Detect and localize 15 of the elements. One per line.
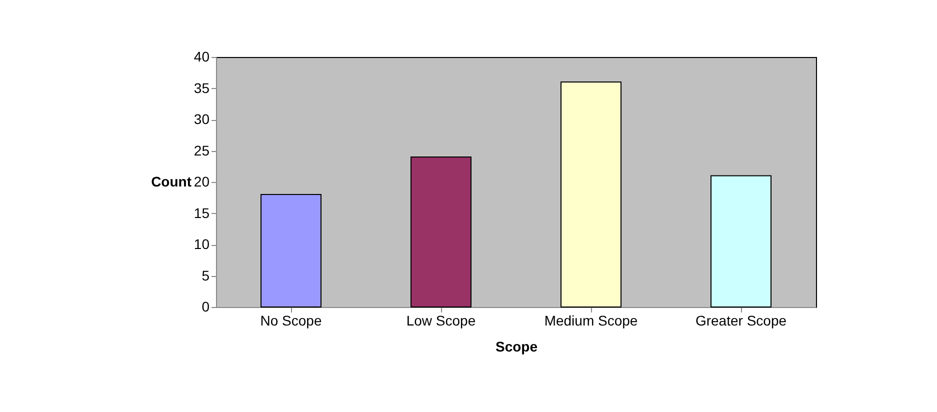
x-tick-label: Medium Scope bbox=[544, 312, 638, 328]
y-tick-label: 30 bbox=[194, 111, 210, 127]
y-axis-title: Count bbox=[151, 174, 192, 190]
y-tick-label: 5 bbox=[202, 267, 210, 284]
x-tick-label: No Scope bbox=[260, 312, 322, 328]
x-tick-label: Low Scope bbox=[406, 312, 476, 328]
y-tick-label: 10 bbox=[194, 236, 210, 252]
y-tick-label: 40 bbox=[194, 48, 210, 64]
x-tick-label: Greater Scope bbox=[695, 312, 787, 328]
y-tick-label: 20 bbox=[194, 174, 210, 190]
y-tick-label: 15 bbox=[194, 204, 210, 221]
x-axis-title: Scope bbox=[495, 338, 538, 354]
y-tick-label: 35 bbox=[194, 80, 210, 96]
y-tick-label: 0 bbox=[202, 298, 210, 314]
y-tick-label: 25 bbox=[194, 142, 210, 158]
